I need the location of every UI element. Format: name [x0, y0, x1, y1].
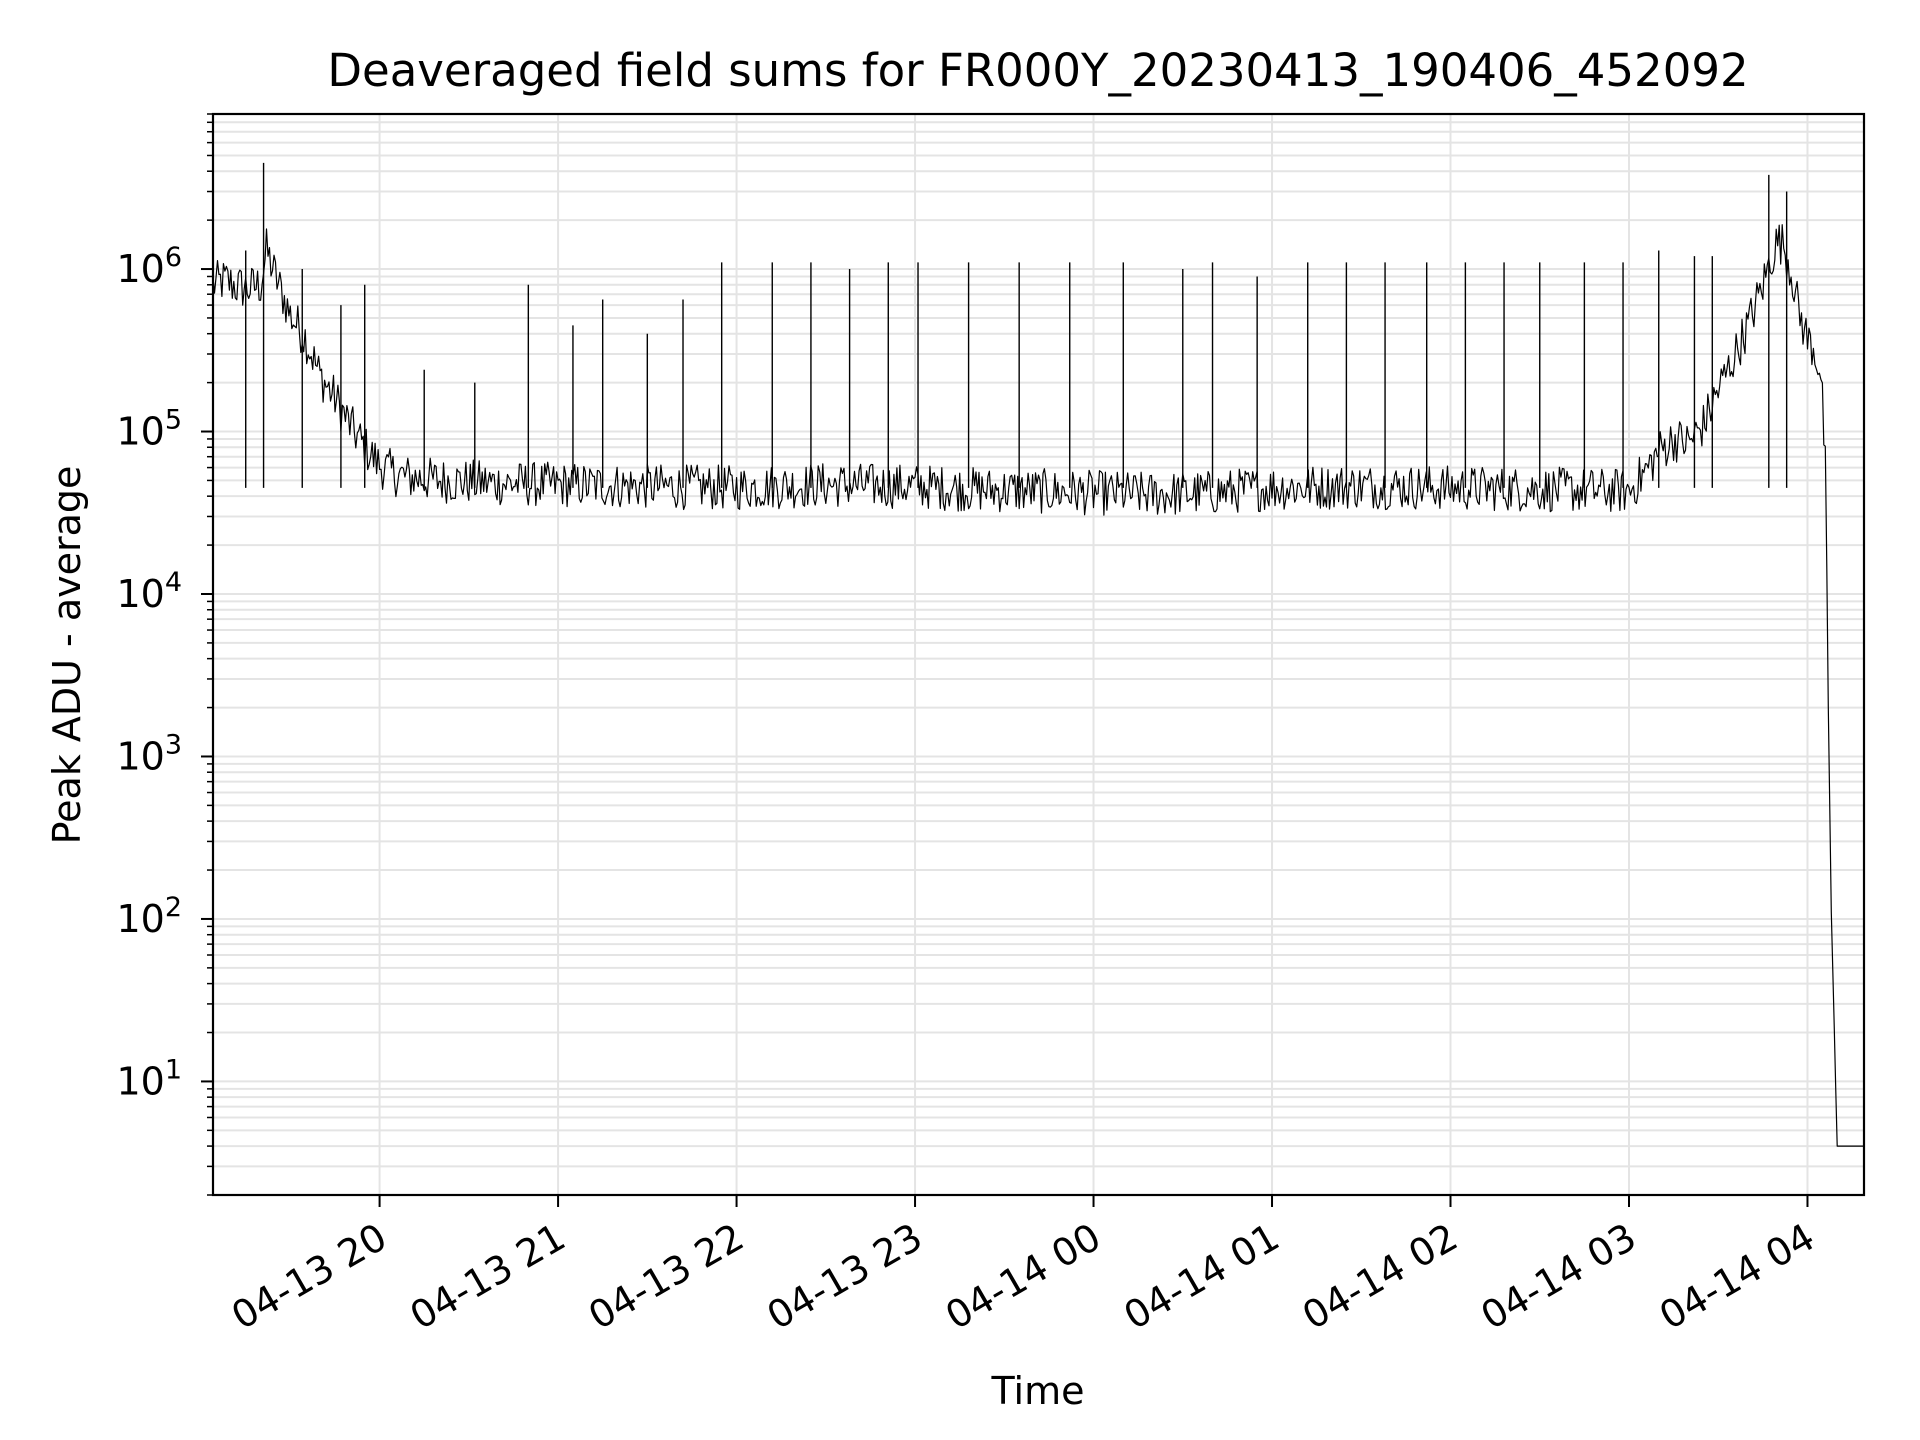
y-tick-label: 104	[116, 567, 182, 616]
grid	[213, 113, 1864, 1196]
y-tick-label: 103	[116, 729, 182, 778]
x-axis-label: Time	[991, 1369, 1085, 1413]
y-axis-label: Peak ADU - average	[45, 466, 89, 845]
y-tick-label: 101	[116, 1054, 182, 1103]
plot-frame	[211, 112, 1866, 1197]
chart-title: Deaveraged field sums for FR000Y_2023041…	[327, 44, 1748, 97]
y-tick-label: 102	[116, 892, 182, 941]
y-tick-label: 106	[116, 242, 182, 291]
series-line	[212, 224, 1864, 1147]
data-layer	[212, 162, 1864, 1147]
y-tick-label: 105	[116, 405, 182, 454]
